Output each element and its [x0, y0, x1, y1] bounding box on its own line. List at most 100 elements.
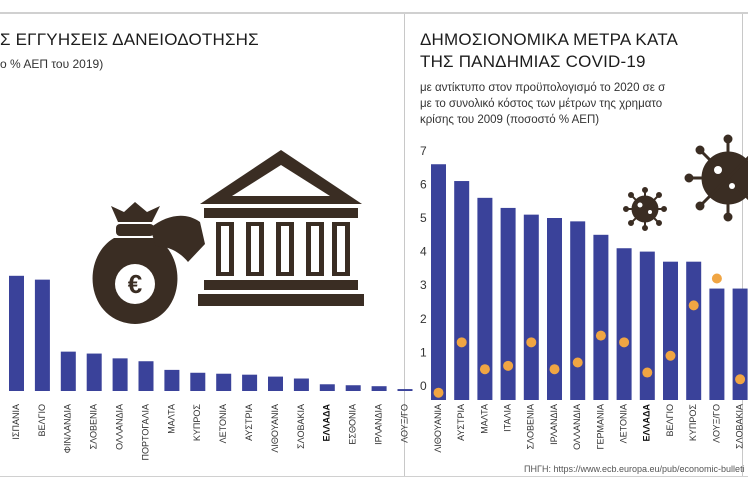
left-bar [112, 358, 128, 391]
y-tick-label: 6 [420, 177, 427, 191]
right-chart-subtitle-line2: με το συνολικό κόστος των μέτρων της χρη… [420, 98, 663, 110]
y-tick-label: 2 [420, 312, 427, 326]
top-rule [0, 12, 748, 14]
right-category-label: ΕΛΛΑΔΑ [642, 404, 652, 442]
left-category-label: ΦΙΝΛΑΝΔΙΑ [63, 404, 73, 453]
right-category-label: ΟΛΛΑΝΔΙΑ [572, 404, 582, 450]
right-category-label: ΜΑΛΤΑ [479, 404, 489, 434]
right-bar [523, 214, 539, 400]
left-category-label: ΑΥΣΤΡΙΑ [244, 404, 254, 441]
left-bar [60, 351, 76, 391]
money-bag-euro-icon: € [92, 202, 205, 324]
right-category-label: ΣΛΟΒΕΝΙΑ [526, 404, 536, 449]
right-chart-title-line2: ΤΗΣ ΠΑΝΔΗΜΙΑΣ COVID-19 [420, 52, 646, 71]
right-bar [547, 218, 562, 400]
right-bar [593, 234, 609, 400]
right-category-label: ΓΕΡΜΑΝΙΑ [595, 404, 605, 449]
right-dot-marker [456, 337, 467, 348]
right-category-label: ΛΟΥΞ/ΓΟ [711, 404, 721, 443]
left-bar [216, 373, 232, 391]
right-dot-marker [526, 337, 537, 348]
left-category-label: ΣΛΟΒΑΚΙΑ [296, 404, 306, 449]
right-category-label: ΙΤΑΛΙΑ [502, 404, 512, 432]
left-bar [397, 389, 413, 391]
right-category-label: ΒΕΛΓΙΟ [665, 404, 675, 436]
y-tick-label: 0 [420, 379, 427, 393]
left-chart-title: Σ ΕΓΓΥΗΣΕΙΣ ΔΑΝΕΙΟΔΟΤΗΣΗΣ [0, 30, 259, 49]
left-category-label: ΙΡΛΑΝΔΙΑ [373, 404, 383, 445]
right-chart-title-line1: ΔΗΜΟΣΙΟΝΟΜΙΚΑ ΜΕΤΡΑ ΚΑΤΑ [420, 30, 679, 49]
left-bar [190, 372, 206, 391]
left-bar [345, 385, 361, 391]
right-category-label: ΚΥΠΡΟΣ [688, 404, 698, 442]
right-bar [663, 261, 678, 400]
y-tick-label: 5 [420, 211, 427, 225]
left-bar [34, 279, 50, 391]
left-category-label: ΛΙΘΟΥΑΝΙΑ [270, 404, 280, 453]
right-dot-marker [503, 360, 514, 371]
right-dot-marker [735, 374, 746, 385]
right-category-label: ΛΙΘΟΥΑΝΙΑ [433, 404, 443, 453]
left-bar-chart: ΙΣΠΑΝΙΑ ΒΕΛΓΙΟ ΦΙΝΛΑΝΔΙΑ ΣΛΟΒΕΝΙΑ ΟΛΛΑΝΔΙΑ ΠΟ… [9, 275, 413, 461]
left-bar [164, 369, 180, 391]
right-dot-marker [433, 387, 444, 398]
y-tick-label: 7 [420, 144, 427, 158]
coronavirus-icon [623, 187, 667, 231]
left-bar [371, 386, 387, 391]
right-dot-marker [479, 364, 490, 375]
left-bar [242, 374, 258, 391]
right-dot-marker [711, 273, 722, 284]
right-chart-subtitle-line1: με αντίκτυπο στον προϋπολογισμό το 2020 … [420, 82, 666, 94]
left-bar [268, 376, 283, 391]
right-bar [570, 221, 586, 400]
right-bar [732, 288, 748, 400]
right-bar [639, 251, 655, 400]
right-category-label: ΑΥΣΤΡΙΑ [456, 404, 466, 441]
left-bar [86, 353, 102, 391]
right-bar [500, 207, 516, 400]
right-bar [709, 288, 725, 400]
right-bar-chart: 0 1 2 3 4 5 6 7 ΛΙΘΟΥΑΝΙΑ ΑΥΣΤΡΙΑ ΜΑΛΤΑ ΙΤΑΛΙΑ ΣΛΟΒΕ… [420, 144, 748, 453]
right-dot-marker [549, 364, 560, 375]
bank-building-icon [198, 150, 364, 306]
panel-divider [404, 14, 405, 476]
right-dot-marker [665, 350, 676, 361]
left-category-label: ΟΛΛΑΝΔΙΑ [114, 404, 124, 450]
left-category-label: ΣΛΟΒΕΝΙΑ [89, 404, 99, 449]
left-category-label: ΜΑΛΤΑ [166, 404, 176, 434]
left-category-label: ΕΛΛΑΔΑ [322, 404, 332, 442]
left-bar [9, 275, 24, 391]
left-bar [293, 378, 309, 391]
left-category-label: ΠΟΡΤΟΓΑΛΙΑ [140, 404, 150, 461]
right-edge [742, 14, 743, 476]
right-dot-marker [595, 330, 606, 341]
y-tick-label: 4 [420, 245, 427, 259]
bottom-rule [0, 476, 748, 477]
right-category-label: ΙΡΛΑΝΔΙΑ [549, 404, 559, 445]
y-tick-label: 3 [420, 278, 427, 292]
right-bar [686, 261, 702, 400]
right-bar [616, 248, 632, 400]
right-chart-subtitle-line3: κρίσης του 2009 (ποσοστό % ΑΕΠ) [420, 114, 600, 126]
y-tick-label: 1 [420, 345, 427, 359]
left-category-label: ΕΣΘΟΝΙΑ [348, 404, 358, 445]
left-category-label: ΒΕΛΓΙΟ [37, 404, 47, 436]
right-bar [477, 197, 493, 400]
left-category-label: ΛΟΥΞ/ΓΟ [399, 404, 409, 443]
right-dot-marker [619, 337, 630, 348]
right-dot-marker [572, 357, 583, 368]
right-bar [454, 181, 470, 400]
right-dot-marker [642, 367, 653, 378]
left-category-label: ΛΕΤΟΝΙΑ [218, 404, 228, 443]
right-bar [431, 164, 446, 400]
left-category-label: ΚΥΠΡΟΣ [192, 404, 202, 442]
right-dot-marker [688, 300, 699, 311]
coronavirus-large-icon [684, 134, 748, 222]
left-category-label: ΙΣΠΑΝΙΑ [11, 404, 21, 440]
right-category-label: ΣΛΟΒΑΚΙΑ [734, 404, 744, 449]
source-note: ΠΗΓΗ: https://www.ecb.europa.eu/pub/econ… [524, 464, 745, 474]
svg-text:€: € [128, 269, 142, 299]
left-bar [319, 384, 335, 391]
